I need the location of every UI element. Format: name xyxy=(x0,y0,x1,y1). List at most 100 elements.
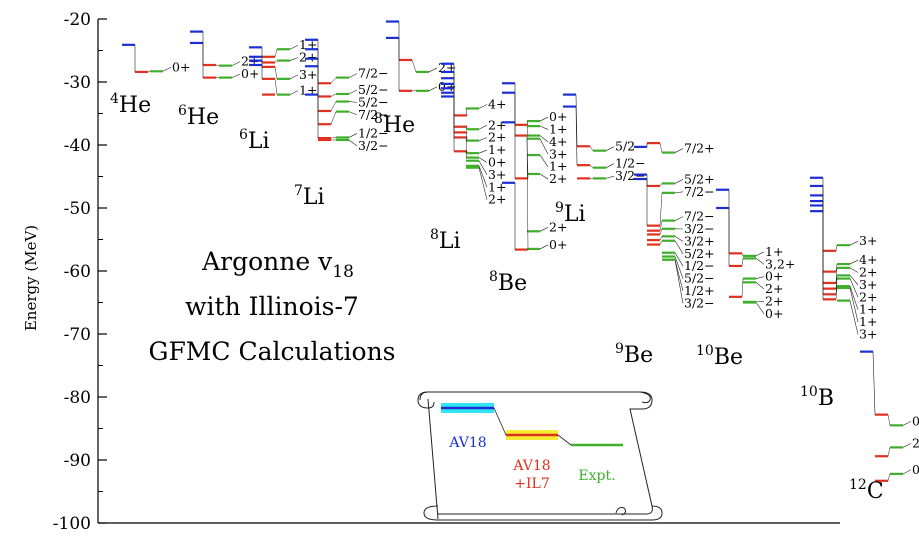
il7-expt-connector xyxy=(835,264,838,272)
label-leader xyxy=(755,276,765,279)
nucleus-label: 6He xyxy=(178,103,219,130)
label-leader xyxy=(674,259,684,292)
il7-expt-connector xyxy=(659,240,663,245)
label-leader xyxy=(348,139,358,147)
spin-parity-label: 2+ xyxy=(765,281,783,296)
spin-parity-label: 5/2− xyxy=(358,94,389,109)
il7-expt-connector xyxy=(887,414,891,426)
label-leader xyxy=(428,86,438,92)
nucleus-10be: 1+3,2+0+2+2+0+ xyxy=(716,188,795,321)
spin-parity-label: 1+ xyxy=(488,142,506,157)
label-leader xyxy=(849,267,859,273)
spin-parity-label: 7/2− xyxy=(358,66,389,81)
il7-expt-connector xyxy=(274,78,278,95)
nucleus-label: 10B xyxy=(800,384,834,411)
spin-parity-label: 1+ xyxy=(488,179,506,194)
spin-parity-label: 0+ xyxy=(488,154,506,169)
spin-parity-label: 2+ xyxy=(488,192,506,207)
label-leader xyxy=(902,421,912,426)
il7-expt-connector xyxy=(465,108,468,116)
av18-il7-connector xyxy=(872,351,876,415)
label-leader xyxy=(348,89,358,95)
spin-parity-label: 2+ xyxy=(912,435,919,450)
nucleus-label: 12C xyxy=(849,477,884,504)
label-leader xyxy=(539,125,549,130)
label-leader xyxy=(478,124,488,130)
spin-parity-label: 2+ xyxy=(765,293,783,308)
label-leader xyxy=(674,148,684,153)
spin-parity-label: 7/2+ xyxy=(684,141,715,156)
il7-expt-connector xyxy=(465,132,468,141)
spin-parity-label: 3+ xyxy=(859,233,877,248)
label-leader xyxy=(674,179,684,184)
il7-expt-connector xyxy=(659,236,663,241)
nucleus-label: 8Be xyxy=(489,269,527,296)
label-leader xyxy=(605,163,615,168)
scroll-curl-bottom xyxy=(423,505,663,521)
nucleus-6li: 1+2+3+1+ xyxy=(249,37,317,98)
il7-expt-connector xyxy=(835,275,838,289)
spin-parity-label: 3/2− xyxy=(684,221,715,236)
nucleus-4he: 0+ xyxy=(122,43,190,74)
label-leader xyxy=(428,67,438,73)
il7-expt-connector xyxy=(274,66,278,79)
label-leader xyxy=(674,259,684,304)
spin-parity-label: 0+ xyxy=(438,79,456,94)
nucleus-8li: 4+2+2+1+0+3+1+2+ xyxy=(441,62,506,207)
il7-expt-connector xyxy=(330,137,337,139)
scroll-curl-top xyxy=(417,391,435,409)
y-axis: -20 -30 -40 -50 -60 -70 -80 -90 -100 xyxy=(53,10,840,534)
spin-parity-label: 0+ xyxy=(549,109,567,124)
legend-scroll: AV18 AV18 +IL7 Expt. xyxy=(417,391,663,521)
spin-parity-label: 7/2− xyxy=(358,107,389,122)
label-leader xyxy=(674,240,684,254)
spin-parity-label: 1/2+ xyxy=(684,283,715,298)
y-tick-label: -90 xyxy=(64,451,91,471)
nucleus-7li: 7/2−5/2−5/2−7/2−1/2−3/2− xyxy=(305,38,389,153)
y-tick-label: -30 xyxy=(64,73,91,93)
label-leader xyxy=(849,300,859,335)
label-leader xyxy=(231,61,241,66)
spin-parity-label: 3/2+ xyxy=(684,233,715,248)
y-tick-label: -60 xyxy=(64,262,91,282)
y-tick-label: -100 xyxy=(53,514,91,534)
il7-expt-connector xyxy=(887,447,891,457)
label-leader xyxy=(348,101,358,103)
label-leader xyxy=(289,44,299,50)
nucleus-9li: 5/2−1/2−3/2− xyxy=(563,93,646,183)
legend-connector-1 xyxy=(493,407,507,436)
label-leader xyxy=(755,251,765,257)
nucleus-label: 9Be xyxy=(615,341,653,368)
spin-parity-label: 5/2− xyxy=(358,82,389,97)
nucleus-9be: 7/2+5/2+7/2−7/2−3/2−3/2+5/2+1/2−5/2−1/2+… xyxy=(634,141,715,310)
spin-parity-label: 1+ xyxy=(765,244,783,259)
y-ticks: -20 -30 -40 -50 -60 -70 -80 -90 -100 xyxy=(53,10,107,534)
spin-parity-label: 0+ xyxy=(912,462,919,477)
label-leader xyxy=(539,227,549,232)
spin-parity-label: 4+ xyxy=(859,252,877,267)
label-leader xyxy=(348,73,358,78)
label-leader xyxy=(674,252,684,267)
label-leader xyxy=(231,73,241,78)
label-leader xyxy=(849,259,859,265)
spin-parity-label: 2+ xyxy=(859,264,877,279)
nucleus-8be: 0+1+4+3+1+2+2+0+ xyxy=(502,82,567,252)
label-leader xyxy=(478,160,488,175)
il7-expt-connector xyxy=(274,60,278,63)
spin-parity-label: 1/2− xyxy=(615,156,646,171)
nucleus-label: 8Li xyxy=(430,227,461,254)
spin-parity-label: 2+ xyxy=(859,289,877,304)
label-leader xyxy=(348,133,358,138)
il7-expt-connector xyxy=(659,143,663,153)
label-leader xyxy=(478,157,488,163)
nucleus-label: 7Li xyxy=(294,183,325,210)
spin-parity-label: 2+ xyxy=(299,50,317,65)
il7-expt-connector xyxy=(526,120,529,125)
il7-expt-connector xyxy=(330,111,337,125)
spin-parity-label: 0+ xyxy=(549,237,567,252)
label-leader xyxy=(162,67,172,72)
spin-parity-label: 3/2− xyxy=(358,138,389,153)
legend-connector-2 xyxy=(557,434,572,446)
annotation-line1: Argonne v18 xyxy=(201,247,354,282)
label-leader xyxy=(539,135,549,143)
